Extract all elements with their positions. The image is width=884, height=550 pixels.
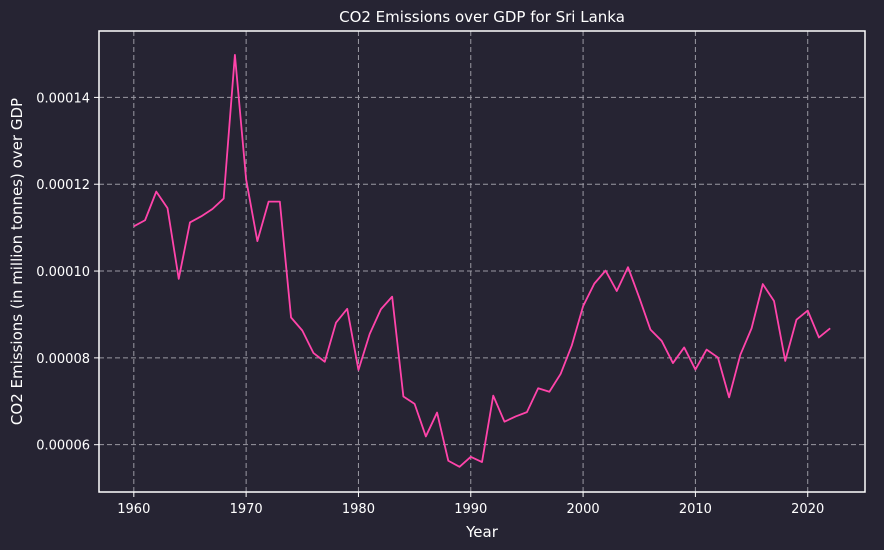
x-tick-label: 1970	[230, 502, 263, 517]
y-tick-label: 0.00014	[36, 91, 90, 106]
y-axis-title: CO2 Emissions (in million tonnes) over G…	[8, 98, 26, 425]
chart-title: CO2 Emissions over GDP for Sri Lanka	[339, 8, 625, 26]
y-tick-label: 0.00006	[36, 439, 90, 454]
x-tick-label: 1990	[454, 502, 487, 517]
x-tick-label: 1960	[117, 502, 150, 517]
y-tick-label: 0.00010	[36, 265, 90, 280]
y-tick-label: 0.00008	[36, 352, 90, 367]
x-axis-title: Year	[465, 523, 499, 541]
series-line-co2-over-gdp	[133, 53, 831, 468]
y-tick-label: 0.00012	[36, 178, 90, 193]
x-tick-label: 2020	[791, 502, 824, 517]
x-tick-label: 2010	[679, 502, 712, 517]
plot-frame	[98, 30, 866, 493]
axis-ticks: 1960 1970 1980 1990 2000 2010 2020 0.00006 0.000…	[36, 91, 824, 517]
grid	[99, 31, 865, 492]
x-tick-label: 2000	[567, 502, 600, 517]
x-tick-label: 1980	[342, 502, 375, 517]
